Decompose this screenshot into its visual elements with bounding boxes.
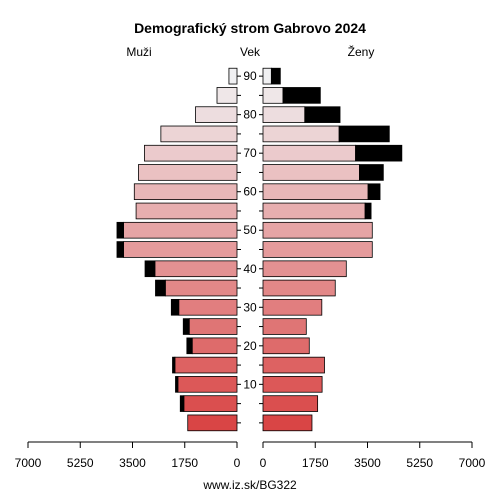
bar-male-85-89 bbox=[216, 87, 238, 104]
bar-female-50-54 bbox=[262, 221, 373, 239]
bar-male-0-4 bbox=[187, 414, 238, 432]
bar-male-20-24 bbox=[191, 337, 238, 355]
bar-male-15-19 bbox=[174, 356, 238, 374]
center-axis-label: Vek bbox=[240, 45, 261, 59]
x-axis-left: 7000 5250 3500 1750 0 bbox=[15, 441, 241, 470]
bar-female-75-79 bbox=[262, 125, 340, 143]
bar-female-excess-80-84 bbox=[304, 106, 341, 123]
x-tick-label: 5250 bbox=[406, 456, 433, 470]
bar-male-30-34 bbox=[178, 298, 238, 316]
bar-female-excess-55-59 bbox=[364, 202, 372, 220]
bar-female-60-64 bbox=[262, 183, 369, 201]
bar-female-65-69 bbox=[262, 164, 360, 181]
bar-male-10-14 bbox=[177, 376, 238, 393]
x-tick-label: 7000 bbox=[15, 456, 42, 470]
bar-male-70-74 bbox=[144, 144, 238, 162]
bar-male-excess-50-54 bbox=[116, 221, 124, 239]
x-tick-label: 3500 bbox=[354, 456, 381, 470]
bar-male-excess-35-39 bbox=[155, 279, 166, 297]
bar-male-80-84 bbox=[195, 106, 238, 123]
bar-male-25-29 bbox=[188, 318, 238, 335]
bar-male-excess-30-34 bbox=[170, 298, 180, 316]
bar-female-85-89 bbox=[262, 87, 284, 104]
x-tick-label: 7000 bbox=[459, 456, 486, 470]
bar-male-5-9 bbox=[183, 395, 238, 412]
bar-female-0-4 bbox=[262, 414, 313, 432]
x-tick-label: 0 bbox=[260, 456, 267, 470]
bar-female-excess-90+ bbox=[270, 67, 281, 85]
bar-male-excess-20-24 bbox=[186, 337, 193, 355]
bar-female-80-84 bbox=[262, 106, 306, 123]
bar-male-excess-40-44 bbox=[144, 260, 156, 278]
bar-male-excess-45-49 bbox=[116, 241, 124, 258]
bar-female-10-14 bbox=[262, 376, 323, 393]
bar-male-65-69 bbox=[138, 164, 238, 181]
bar-male-35-39 bbox=[164, 279, 238, 297]
bar-female-excess-75-79 bbox=[338, 125, 390, 143]
bar-female-excess-70-74 bbox=[355, 144, 403, 162]
age-tick-label: 10 bbox=[243, 377, 257, 391]
bar-female-40-44 bbox=[262, 260, 347, 278]
bar-female-20-24 bbox=[262, 337, 310, 355]
bar-female-5-9 bbox=[262, 395, 319, 412]
bar-male-40-44 bbox=[154, 260, 238, 278]
age-tick-label: 90 bbox=[243, 69, 257, 83]
chart-title: Demografický strom Gabrovo 2024 bbox=[134, 20, 366, 36]
bar-female-15-19 bbox=[262, 356, 325, 374]
age-tick-label: 60 bbox=[243, 185, 257, 199]
x-tick-label: 0 bbox=[234, 456, 241, 470]
bar-female-55-59 bbox=[262, 202, 366, 220]
bar-male-excess-15-19 bbox=[172, 356, 176, 374]
bar-female-excess-85-89 bbox=[282, 87, 321, 104]
bar-female-25-29 bbox=[262, 318, 307, 335]
age-tick-label: 40 bbox=[243, 262, 257, 276]
bar-male-45-49 bbox=[123, 241, 238, 258]
age-tick-label: 80 bbox=[243, 108, 257, 122]
bar-male-90+ bbox=[228, 67, 238, 85]
bar-female-excess-65-69 bbox=[359, 164, 384, 181]
left-series-label: Muži bbox=[126, 45, 151, 59]
bar-male-excess-5-9 bbox=[179, 395, 185, 412]
bar-male-50-54 bbox=[123, 221, 238, 239]
age-tick-label: 30 bbox=[243, 300, 257, 314]
bar-female-90+ bbox=[262, 67, 272, 85]
right-bars bbox=[262, 67, 403, 432]
age-tick-label: 20 bbox=[243, 339, 257, 353]
x-tick-label: 1750 bbox=[302, 456, 329, 470]
bar-female-45-49 bbox=[262, 241, 373, 258]
footer-source: www.iz.sk/BG322 bbox=[202, 478, 297, 492]
bar-male-60-64 bbox=[133, 183, 238, 201]
bar-male-75-79 bbox=[160, 125, 238, 143]
right-series-label: Ženy bbox=[348, 44, 375, 59]
age-tick-label: 50 bbox=[243, 223, 257, 237]
bar-female-excess-60-64 bbox=[367, 183, 381, 201]
bar-male-excess-25-29 bbox=[182, 318, 190, 335]
x-tick-label: 3500 bbox=[119, 456, 146, 470]
x-axis-right: 0 1750 3500 5250 7000 bbox=[260, 441, 486, 470]
x-tick-label: 5250 bbox=[67, 456, 94, 470]
bar-female-30-34 bbox=[262, 298, 323, 316]
age-tick-label: 70 bbox=[243, 146, 257, 160]
bar-male-55-59 bbox=[135, 202, 238, 220]
bar-female-70-74 bbox=[262, 144, 356, 162]
x-tick-label: 1750 bbox=[171, 456, 198, 470]
left-bars bbox=[116, 67, 238, 432]
age-axis: 10 20 30 40 50 60 70 80 90 bbox=[237, 69, 263, 424]
bar-male-excess-10-14 bbox=[175, 376, 179, 393]
bar-female-35-39 bbox=[262, 279, 336, 297]
